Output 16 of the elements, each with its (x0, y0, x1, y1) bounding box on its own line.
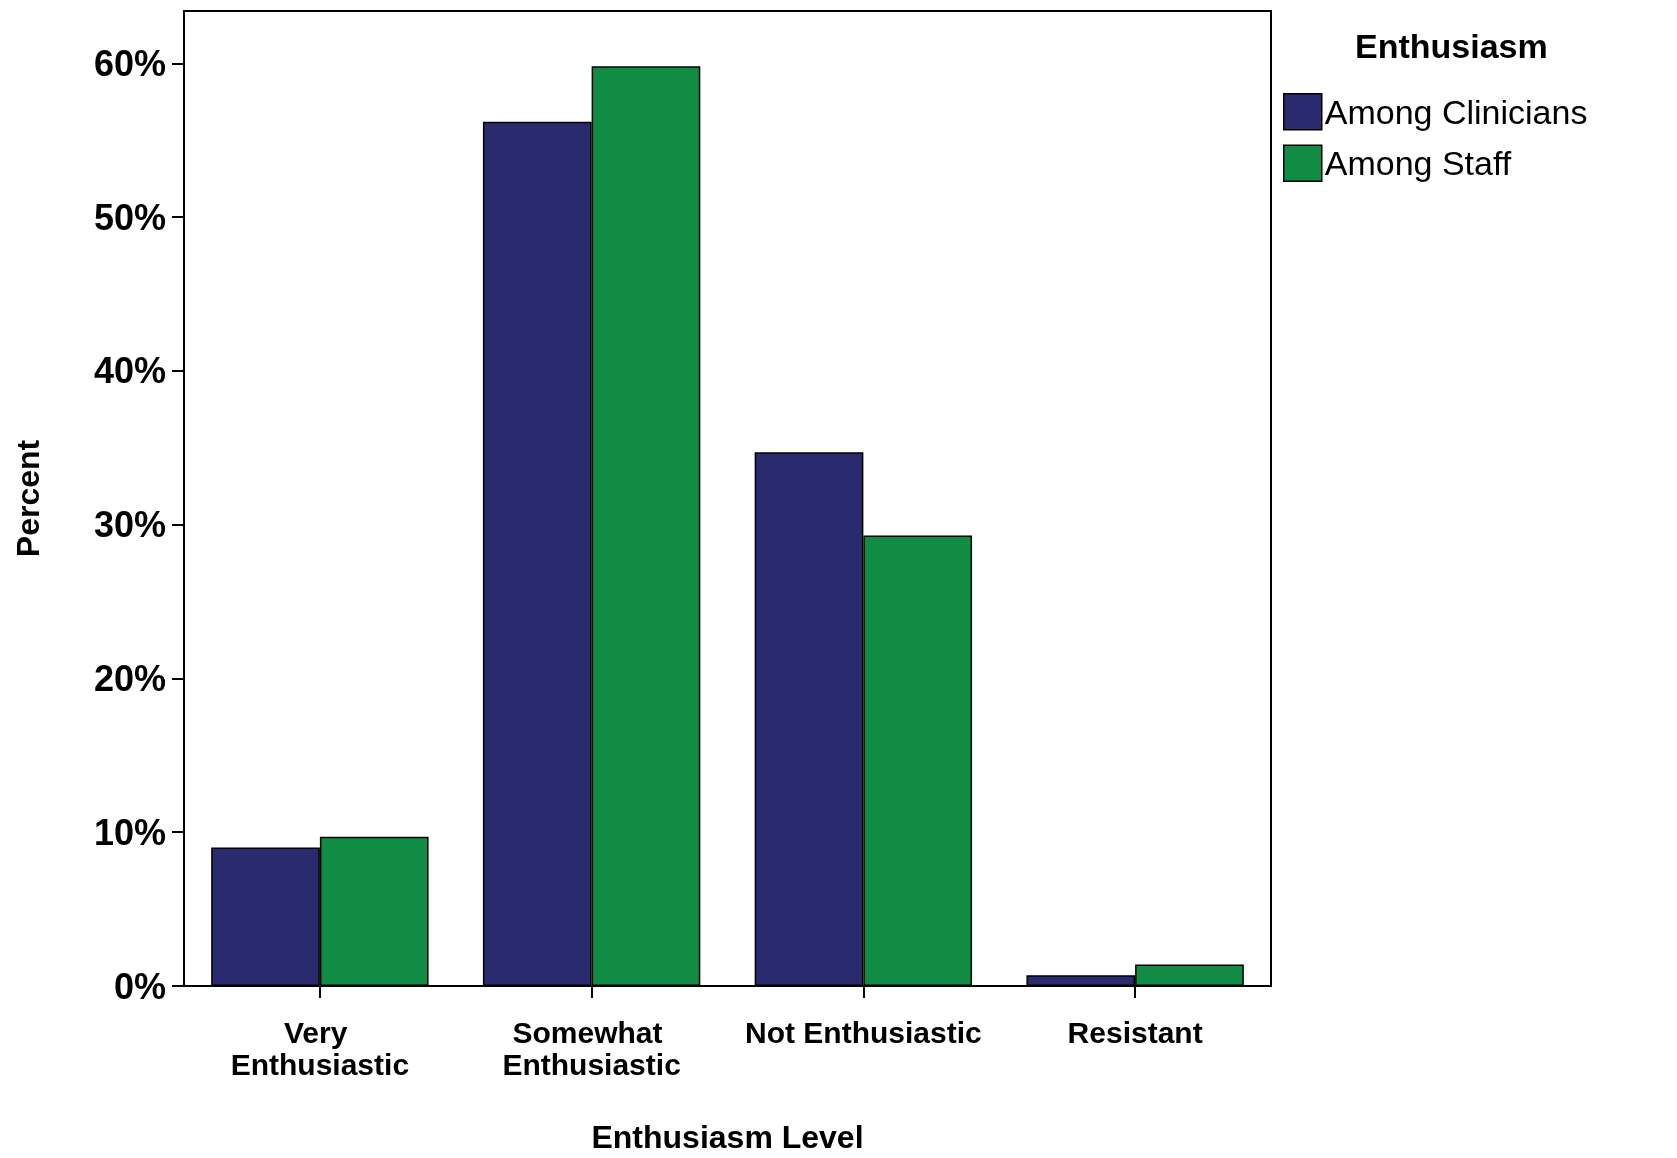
y-tick-label: 40% (93, 350, 166, 392)
y-tick-label: 30% (93, 504, 166, 546)
y-tick-label: 10% (93, 811, 166, 853)
x-tick-label: Somewhat Enthusiastic (502, 1015, 681, 1081)
y-tick-label: 50% (93, 196, 166, 238)
y-tick-label: 20% (93, 657, 166, 699)
legend-label: Among Staff (1324, 144, 1512, 183)
y-axis-title: Percent (10, 439, 46, 558)
x-tick-label: Resistant (1067, 1015, 1203, 1049)
y-tick-label: 60% (93, 42, 166, 84)
x-tick-label: Very Enthusiastic (230, 1015, 410, 1081)
legend-label: Among Clinicians (1324, 92, 1588, 131)
legend-title: Enthusiasm (1355, 27, 1548, 65)
y-tick-label: 0% (113, 965, 166, 1007)
x-axis-title: Enthusiasm Level (591, 1119, 864, 1155)
x-tick-label: Not Enthusiastic (745, 1015, 982, 1049)
